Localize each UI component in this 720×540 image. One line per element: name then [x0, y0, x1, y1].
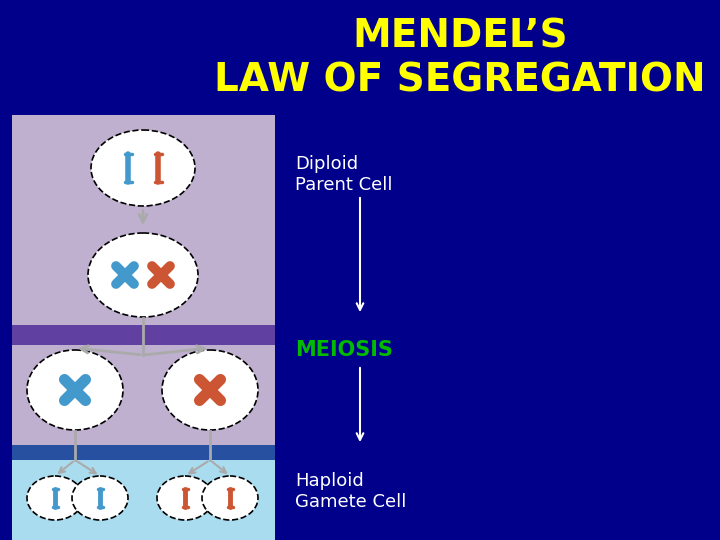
Ellipse shape: [27, 350, 123, 430]
Text: Haploid
Gamete Cell: Haploid Gamete Cell: [295, 472, 406, 511]
Ellipse shape: [27, 476, 83, 520]
Text: LAW OF SEGREGATION: LAW OF SEGREGATION: [214, 62, 706, 100]
Bar: [12, 460, 275, 540]
Bar: [12, 115, 275, 325]
Text: Diploid
Parent Cell: Diploid Parent Cell: [295, 155, 392, 194]
Ellipse shape: [88, 233, 198, 317]
Bar: [12, 325, 275, 345]
Bar: [12, 345, 275, 445]
Ellipse shape: [72, 476, 128, 520]
Text: MENDEL’S: MENDEL’S: [352, 18, 568, 56]
Bar: [12, 445, 275, 460]
Ellipse shape: [157, 476, 213, 520]
Ellipse shape: [162, 350, 258, 430]
Ellipse shape: [91, 130, 195, 206]
Text: MEIOSIS: MEIOSIS: [295, 340, 393, 360]
Ellipse shape: [202, 476, 258, 520]
